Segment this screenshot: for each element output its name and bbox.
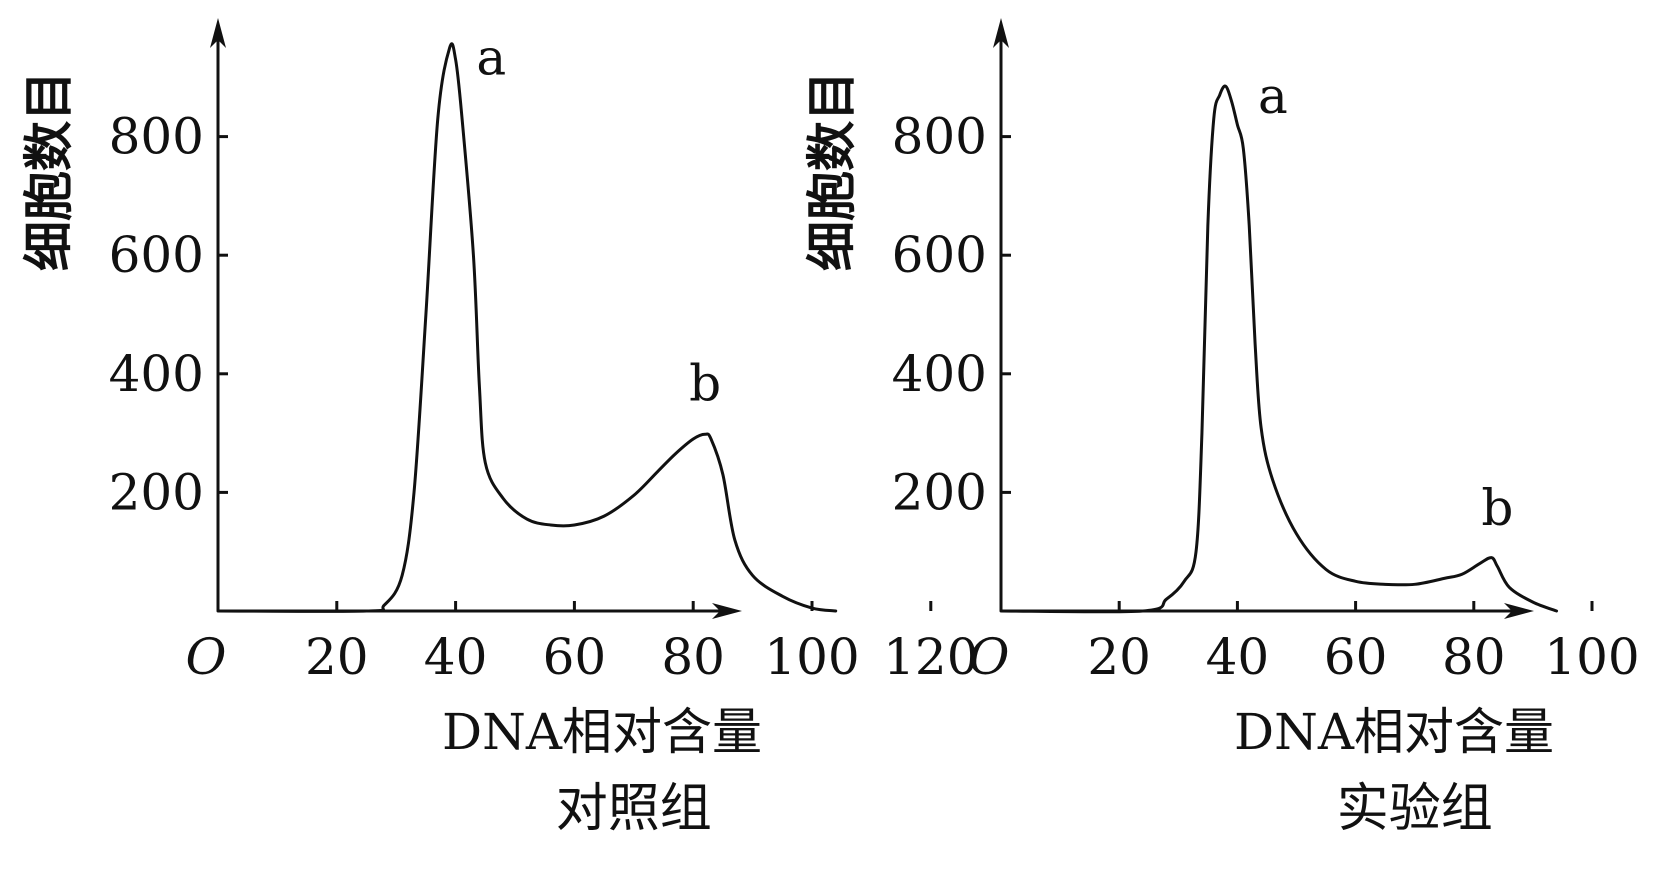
x-axis-label: DNA相对含量 (442, 703, 762, 761)
y-tick-label: 600 (109, 226, 204, 284)
x-axis-arrow (1504, 603, 1534, 619)
y-axis-label: 细胞数目 (20, 71, 78, 271)
x-tick-label: 80 (661, 628, 725, 686)
series-line (216, 42, 838, 613)
origin-label: O (969, 628, 1010, 686)
y-axis-arrow (993, 18, 1009, 48)
x-axis-arrow (712, 603, 742, 619)
x-tick-label: 120 (883, 628, 978, 686)
y-tick-label: 600 (892, 226, 987, 284)
control-group-chart: 200 400 600 800 20 40 60 80 100 120 O 细胞数目 DNA相对含量对照… (20, 18, 979, 839)
peak-label-b: b (689, 354, 721, 412)
y-tick-label: 200 (892, 463, 987, 521)
y-tick-label: 200 (109, 463, 204, 521)
y-axis-arrow (210, 18, 226, 48)
x-axis-label: DNA相对含量 (1234, 703, 1554, 761)
peak-label-a: a (1258, 67, 1288, 125)
x-tick-label: 20 (305, 628, 369, 686)
y-tick-label: 800 (892, 108, 987, 166)
x-tick-label: 60 (543, 628, 607, 686)
x-tick-label: 100 (1544, 628, 1639, 686)
series-line (999, 84, 1559, 614)
peak-label-a: a (476, 28, 506, 86)
x-tick-label: 100 (764, 628, 859, 686)
chart-caption: 实验组 (1337, 779, 1493, 839)
y-tick-label: 400 (892, 345, 987, 403)
x-tick-label: 60 (1324, 628, 1388, 686)
x-tick-label: 40 (424, 628, 488, 686)
x-tick-label: 80 (1442, 628, 1506, 686)
x-tick-label: 40 (1206, 628, 1270, 686)
x-tick-label: 20 (1087, 628, 1151, 686)
y-tick-label: 400 (109, 345, 204, 403)
y-tick-label: 800 (109, 108, 204, 166)
y-axis-label: 细胞数目 (803, 71, 861, 271)
origin-label: O (186, 628, 227, 686)
peak-label-b: b (1481, 479, 1513, 537)
chart-caption: 对照组 (556, 779, 712, 839)
